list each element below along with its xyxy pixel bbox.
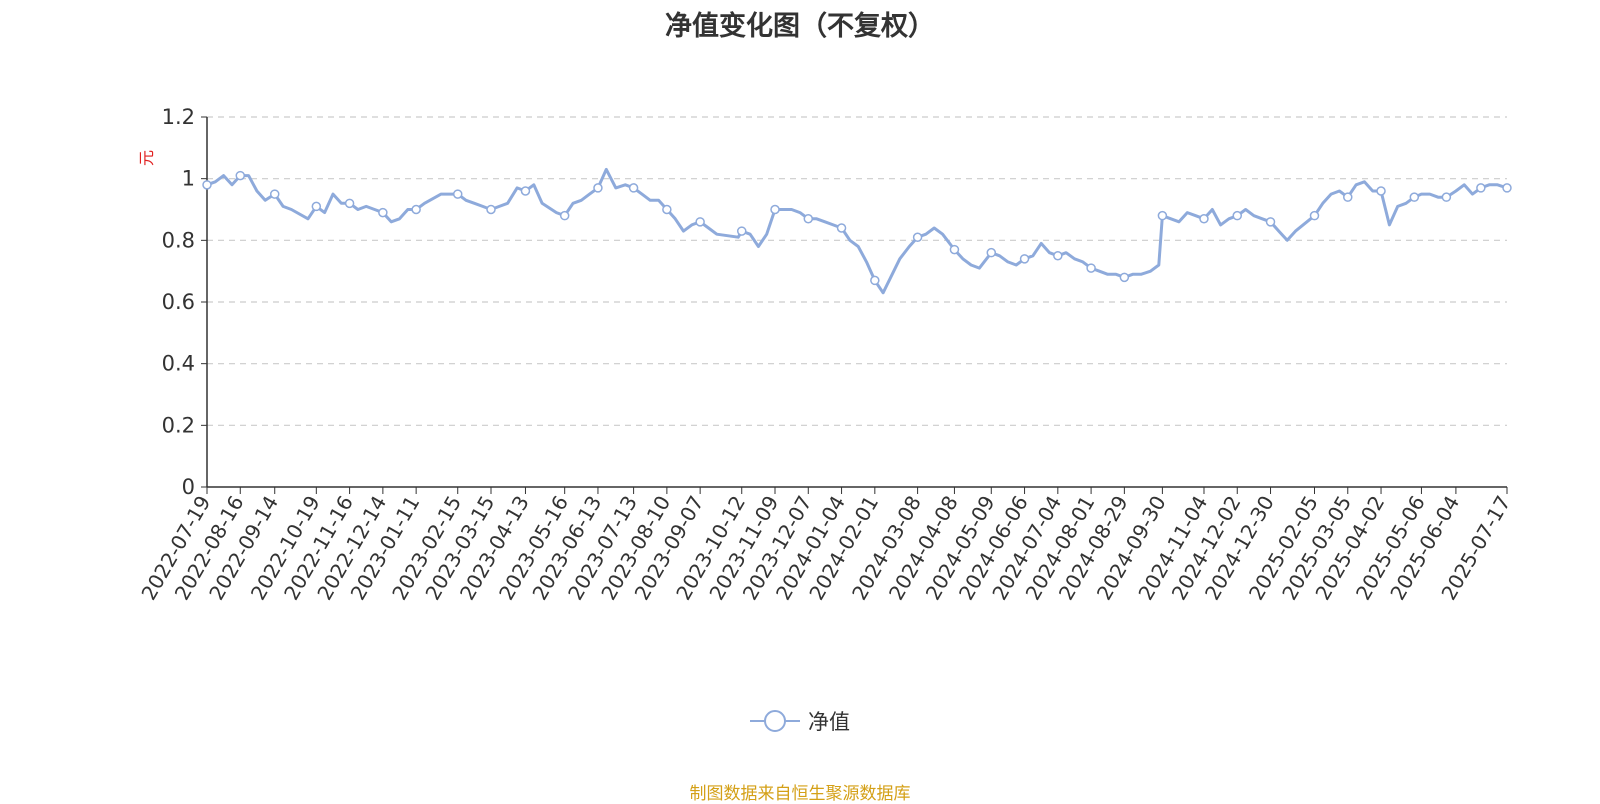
- data-point-marker[interactable]: [520, 186, 531, 196]
- data-point-marker[interactable]: [344, 198, 355, 209]
- data-point-marker[interactable]: [1053, 251, 1063, 261]
- data-point-marker[interactable]: [269, 189, 280, 199]
- data-point-marker[interactable]: [1157, 210, 1168, 221]
- data-point-marker[interactable]: [1343, 192, 1353, 202]
- data-point-marker[interactable]: [1309, 210, 1320, 221]
- data-point-marker[interactable]: [949, 244, 960, 255]
- y-tick-label: 0.4: [162, 352, 195, 376]
- y-tick-labels: 0 0.2 0.4 0.6 0.8 1 1.2: [162, 105, 207, 499]
- data-point-marker[interactable]: [986, 247, 997, 258]
- data-point-marker[interactable]: [452, 189, 463, 199]
- y-tick-label: 0.6: [162, 290, 195, 314]
- y-tick-label: 0.8: [162, 228, 195, 252]
- data-point-marker[interactable]: [628, 183, 639, 193]
- data-point-marker[interactable]: [486, 204, 496, 215]
- series-line: [206, 167, 1508, 295]
- data-point-marker[interactable]: [1232, 210, 1243, 221]
- data-point-marker[interactable]: [1441, 192, 1452, 202]
- grid-lines: [207, 116, 1507, 426]
- y-tick-label: 1: [182, 167, 195, 191]
- y-axis-title: 元: [137, 150, 156, 166]
- data-point-marker[interactable]: [1409, 192, 1420, 202]
- series-net-value: [206, 167, 1508, 295]
- data-point-marker[interactable]: [695, 217, 705, 227]
- data-point-marker[interactable]: [559, 210, 570, 221]
- legend-label: 净值: [808, 710, 850, 734]
- data-point-marker[interactable]: [770, 204, 780, 215]
- data-point-marker[interactable]: [378, 207, 388, 218]
- series-markers: [202, 170, 1512, 286]
- data-point-marker[interactable]: [311, 201, 322, 212]
- y-tick-label: 0: [182, 475, 195, 499]
- data-point-marker[interactable]: [235, 170, 246, 181]
- data-point-marker[interactable]: [836, 223, 847, 233]
- data-point-marker[interactable]: [411, 204, 421, 215]
- data-point-marker[interactable]: [1199, 214, 1209, 224]
- y-tick-label: 1.2: [162, 105, 195, 129]
- data-point-marker[interactable]: [1502, 183, 1512, 193]
- data-point-marker[interactable]: [736, 226, 747, 236]
- x-tick-labels: 2022-07-192022-08-162022-09-142022-10-19…: [136, 487, 1515, 604]
- data-point-marker[interactable]: [1476, 183, 1486, 193]
- data-point-marker[interactable]: [593, 183, 603, 193]
- data-point-marker[interactable]: [202, 180, 212, 190]
- y-tick-label: 0.2: [162, 413, 195, 437]
- data-point-marker[interactable]: [803, 214, 814, 224]
- data-point-marker[interactable]: [1376, 186, 1386, 196]
- data-point-marker[interactable]: [662, 204, 672, 215]
- legend: 净值: [0, 706, 1600, 736]
- data-point-marker[interactable]: [1265, 217, 1276, 227]
- legend-item-net-value[interactable]: 净值: [750, 706, 850, 736]
- data-point-marker[interactable]: [1119, 272, 1130, 283]
- data-point-marker[interactable]: [1086, 263, 1096, 273]
- legend-line-marker-icon: [750, 710, 800, 732]
- data-point-marker[interactable]: [1019, 254, 1030, 264]
- data-source-note: 制图数据来自恒生聚源数据库: [689, 784, 911, 804]
- chart-title: 净值变化图（不复权）: [665, 11, 935, 42]
- data-point-marker[interactable]: [912, 232, 923, 242]
- data-point-marker[interactable]: [870, 275, 880, 286]
